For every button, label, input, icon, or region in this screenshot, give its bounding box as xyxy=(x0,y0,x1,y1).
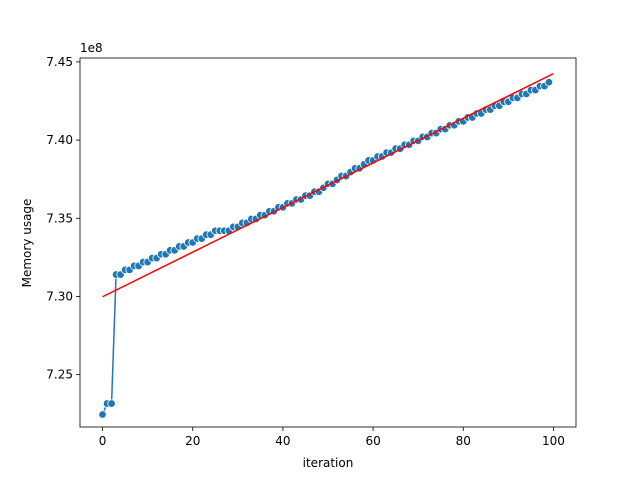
x-tick-label: 80 xyxy=(456,434,471,448)
trend-line xyxy=(102,72,554,298)
x-tick-label: 40 xyxy=(275,434,290,448)
x-axis-label: iteration xyxy=(303,456,354,470)
y-tick-label: 7.45 xyxy=(46,55,73,69)
axes: 0 20 40 60 80 100 7.25 7.30 7.35 7.40 7.45 xyxy=(46,55,577,448)
data-point xyxy=(98,410,107,419)
x-tick-label: 100 xyxy=(542,434,565,448)
x-tick-label: 60 xyxy=(365,434,380,448)
y-tick-label: 7.30 xyxy=(46,289,73,303)
plot-frame xyxy=(79,57,577,428)
x-tick-label: 0 xyxy=(99,434,107,448)
y-tick-label: 7.35 xyxy=(46,211,73,225)
y-tick-label: 7.40 xyxy=(46,133,73,147)
plot-area xyxy=(98,72,554,419)
y-offset-label: 1e8 xyxy=(80,41,103,55)
x-tick-label: 20 xyxy=(185,434,200,448)
data-point xyxy=(544,78,554,87)
y-axis-label: Memory usage xyxy=(20,199,34,288)
data-point xyxy=(107,399,116,408)
y-tick-label: 7.25 xyxy=(46,368,73,382)
